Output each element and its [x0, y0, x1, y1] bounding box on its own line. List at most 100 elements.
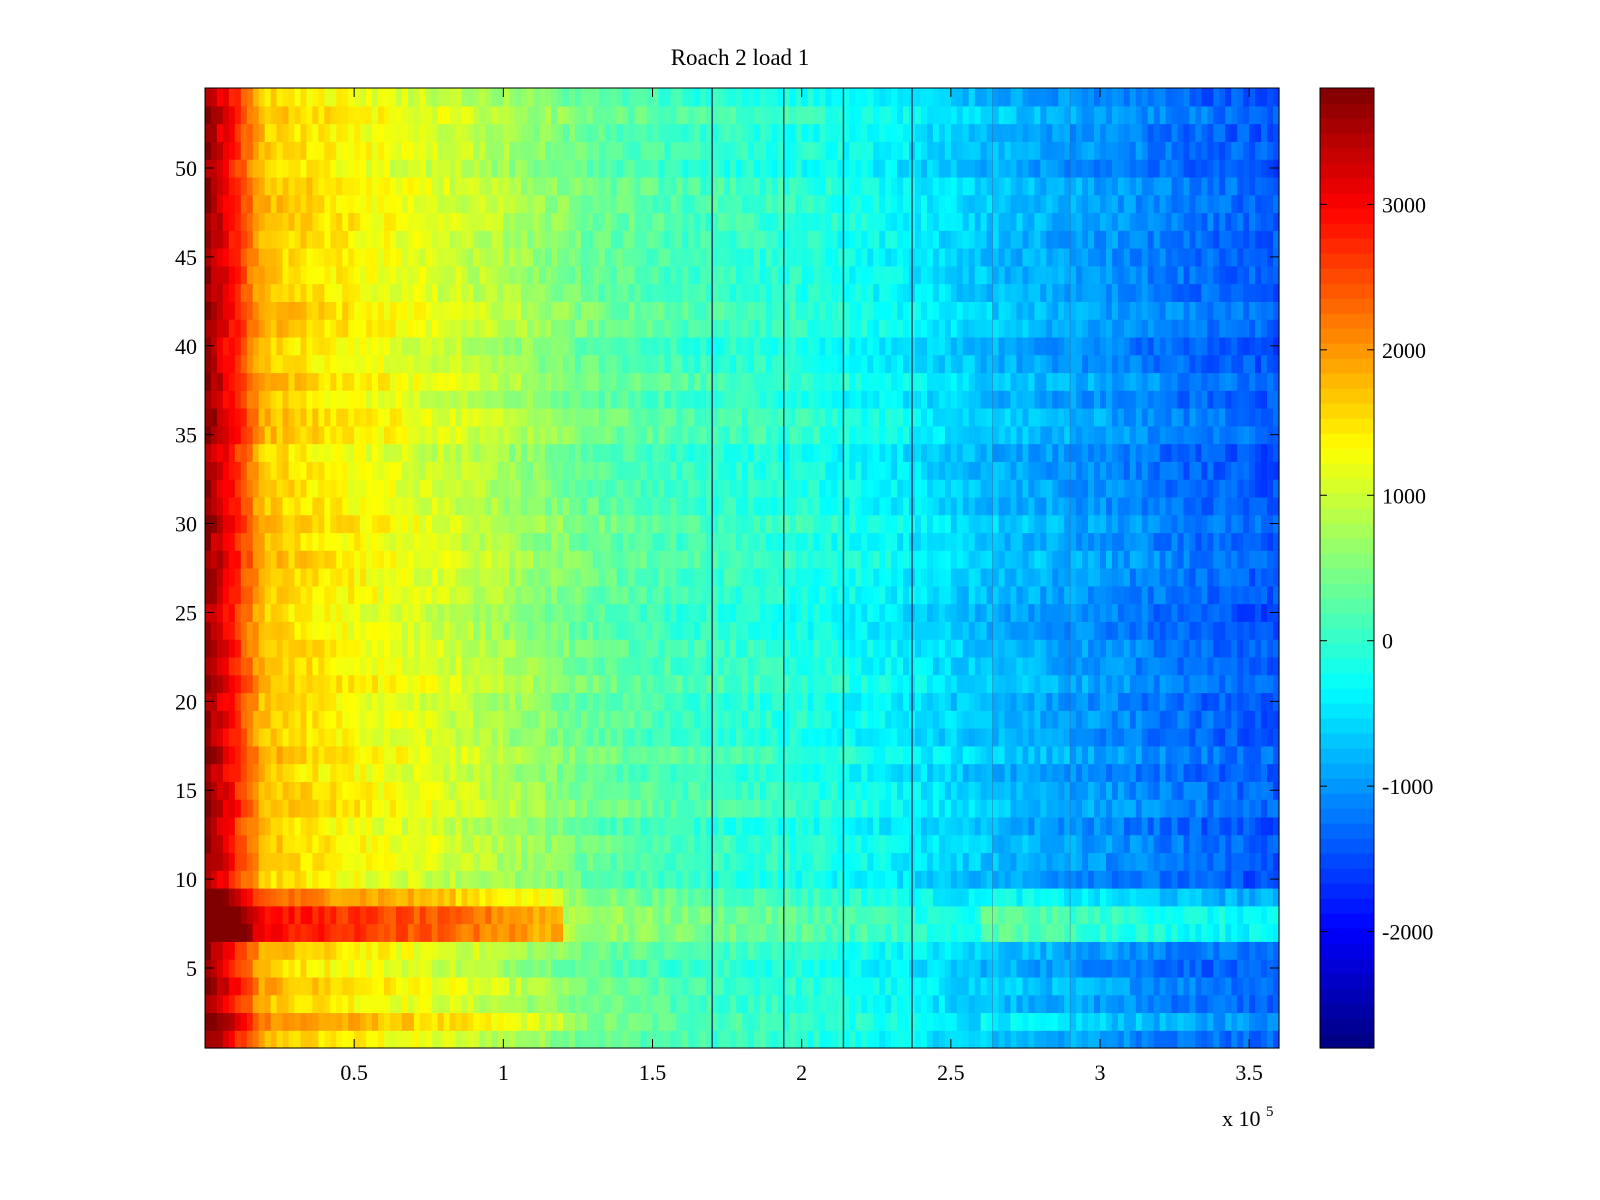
heatmap-cell: [1052, 1030, 1059, 1049]
heatmap-cell: [730, 888, 737, 907]
heatmap-cell: [1022, 745, 1029, 765]
heatmap-cell: [431, 888, 439, 907]
heatmap-cell: [879, 816, 886, 836]
heatmap-cell: [1267, 923, 1274, 942]
heatmap-cell: [384, 763, 391, 782]
heatmap-cell: [1064, 888, 1071, 907]
heatmap-cell: [753, 568, 761, 587]
heatmap-cell: [926, 728, 934, 747]
heatmap-cell: [1165, 639, 1173, 658]
heatmap-cell: [843, 603, 850, 622]
heatmap-cell: [903, 1012, 910, 1031]
heatmap-cell: [336, 674, 343, 694]
heatmap-cell: [282, 976, 290, 996]
heatmap-cell: [491, 763, 498, 782]
heatmap-cell: [246, 728, 254, 747]
heatmap-cell: [503, 603, 510, 622]
heatmap-cell: [1165, 674, 1173, 694]
heatmap-cell: [998, 745, 1006, 765]
heatmap-cell: [437, 870, 445, 889]
heatmap-cell: [330, 728, 337, 747]
heatmap-cell: [795, 816, 803, 836]
heatmap-cell: [819, 941, 827, 960]
heatmap-cell: [1207, 674, 1214, 694]
heatmap-cell: [646, 568, 654, 587]
heatmap-cell: [431, 745, 439, 765]
heatmap-cell: [867, 905, 874, 925]
heatmap-cell: [372, 674, 379, 694]
heatmap-cell: [592, 621, 600, 640]
heatmap-cell: [831, 674, 839, 694]
heatmap-cell: [998, 1012, 1006, 1031]
heatmap-cell: [1123, 745, 1131, 765]
heatmap-cell: [1100, 1012, 1107, 1031]
heatmap-cell: [515, 959, 522, 978]
heatmap-cell: [706, 959, 713, 978]
heatmap-cell: [1064, 1012, 1071, 1031]
heatmap-cell: [306, 834, 313, 854]
heatmap-cell: [222, 710, 230, 729]
heatmap-cell: [282, 656, 290, 676]
heatmap-cell: [282, 728, 290, 747]
heatmap-cell: [288, 870, 296, 889]
heatmap-cell: [1243, 621, 1250, 640]
heatmap-cell: [342, 1030, 349, 1049]
heatmap-cell: [449, 692, 457, 711]
heatmap-cell: [491, 585, 498, 605]
heatmap-cell: [205, 710, 212, 729]
heatmap-cell: [789, 603, 797, 622]
heatmap-cell: [1100, 905, 1107, 925]
heatmap-cell: [1022, 976, 1029, 996]
heatmap-cell: [974, 1030, 982, 1049]
heatmap-cell: [389, 585, 397, 605]
heatmap-cell: [640, 852, 648, 871]
heatmap-cell: [670, 959, 677, 978]
heatmap-cell: [455, 816, 463, 836]
heatmap-cell: [879, 656, 886, 676]
heatmap-cell: [646, 976, 654, 996]
heatmap-cell: [521, 888, 528, 907]
heatmap-cell: [1159, 816, 1167, 836]
heatmap-cell: [688, 674, 695, 694]
heatmap-cell: [419, 781, 427, 800]
heatmap-cell: [264, 923, 272, 942]
heatmap-cell: [330, 994, 337, 1014]
heatmap-cell: [568, 656, 576, 676]
heatmap-cell: [640, 639, 648, 658]
heatmap-cell: [1094, 923, 1101, 942]
heatmap-cell: [736, 1012, 743, 1031]
heatmap-cell: [992, 834, 1000, 854]
heatmap-cell: [479, 1030, 487, 1049]
heatmap-cell: [378, 568, 385, 587]
heatmap-cell: [473, 976, 481, 996]
heatmap-cell: [932, 1030, 940, 1049]
heatmap-cell: [885, 1012, 892, 1031]
heatmap-cell: [568, 550, 576, 569]
heatmap-cell: [813, 1030, 821, 1049]
heatmap-cell: [216, 621, 224, 640]
heatmap-cell: [622, 656, 630, 676]
heatmap-cell: [1016, 603, 1024, 622]
heatmap-cell: [294, 745, 302, 765]
heatmap-cell: [413, 781, 421, 800]
heatmap-cell: [282, 603, 290, 622]
heatmap-cell: [1111, 656, 1119, 676]
heatmap-cell: [921, 959, 928, 978]
heatmap-cell: [688, 639, 695, 658]
heatmap-cell: [1225, 852, 1232, 871]
heatmap-cell: [413, 994, 421, 1014]
heatmap-cell: [724, 834, 731, 854]
heatmap-cell: [503, 674, 510, 694]
heatmap-cell: [270, 728, 278, 747]
heatmap-cell: [246, 639, 254, 658]
heatmap-cell: [974, 621, 982, 640]
heatmap-cell: [1255, 603, 1262, 622]
heatmap-cell: [568, 834, 576, 854]
heatmap-cell: [1147, 745, 1155, 765]
heatmap-cell: [801, 816, 809, 836]
heatmap-cell: [903, 728, 910, 747]
heatmap-cell: [592, 656, 600, 676]
heatmap-cell: [664, 905, 671, 925]
heatmap-cell: [389, 959, 397, 978]
heatmap-cell: [730, 994, 737, 1014]
